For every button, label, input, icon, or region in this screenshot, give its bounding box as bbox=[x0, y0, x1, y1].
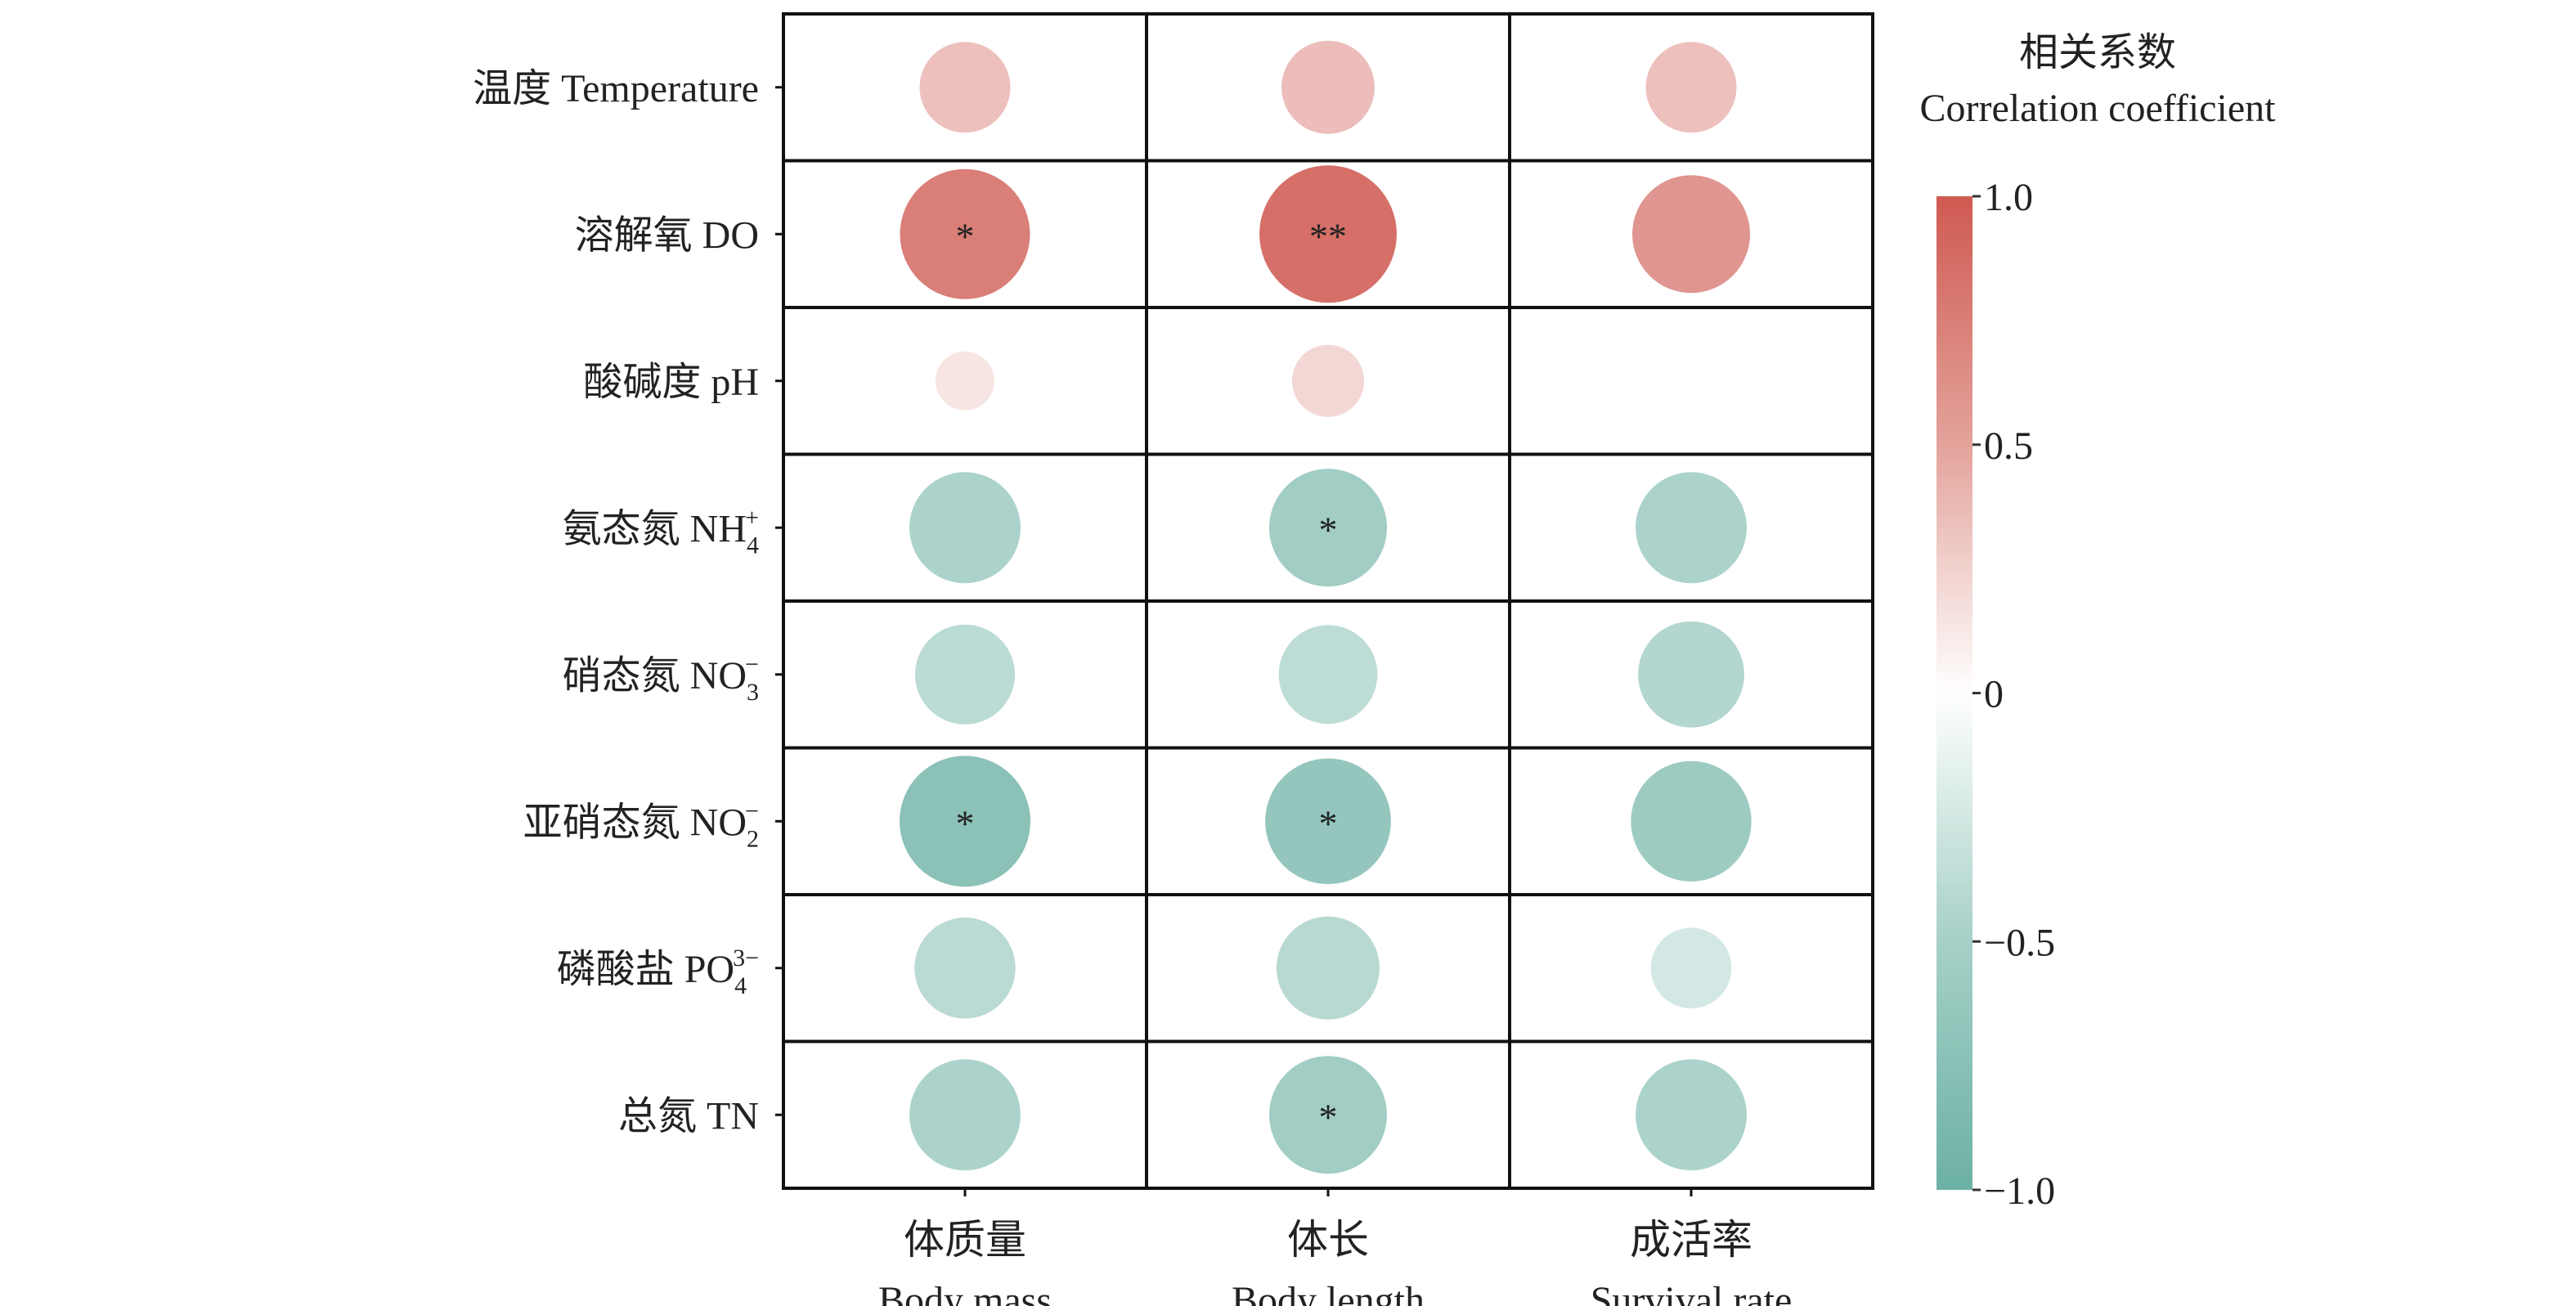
row-label-subscript: 2 bbox=[747, 825, 759, 852]
row-label-text: 溶解氧 DO bbox=[575, 213, 759, 257]
column-label-en: Body length bbox=[1232, 1279, 1425, 1306]
row-label-text: 氨态氮 NH bbox=[563, 507, 747, 550]
significance-star: * bbox=[956, 802, 975, 844]
correlation-bubble bbox=[914, 918, 1016, 1019]
correlation-bubble bbox=[1281, 40, 1375, 134]
colorbar-gradient bbox=[1936, 196, 1972, 1190]
row-label-superscript: 3− bbox=[733, 945, 759, 972]
row-label-superscript: − bbox=[745, 797, 759, 824]
correlation-bubble bbox=[1269, 1056, 1387, 1174]
row-label-subscript: 3 bbox=[747, 679, 759, 706]
column-label-zh: 成活率 bbox=[1630, 1217, 1752, 1263]
colorbar: 1.0 0.5 0 −0.5 −1.0 相关系数 Correlation coeffic… bbox=[1920, 31, 2277, 1213]
row-label-subscript: 4 bbox=[734, 972, 747, 999]
correlation-bubble bbox=[1650, 927, 1732, 1009]
correlation-bubble bbox=[909, 1059, 1021, 1171]
row-label: 氨态氮 NH4+ bbox=[563, 504, 759, 559]
row-label-text: 酸碱度 pH bbox=[583, 361, 759, 404]
correlation-bubble bbox=[1278, 625, 1378, 725]
row-label: 温度 Temperature bbox=[473, 67, 759, 110]
row-label: 溶解氧 DO bbox=[575, 213, 759, 257]
correlation-bubble bbox=[1636, 472, 1747, 584]
significance-star: * bbox=[1319, 1096, 1338, 1138]
row-label: 亚硝态氮 NO2− bbox=[523, 797, 759, 852]
significance-star: * bbox=[1319, 509, 1338, 550]
correlation-bubbles bbox=[900, 40, 1752, 1174]
column-label-zh: 体质量 bbox=[904, 1217, 1026, 1263]
colorbar-tick-label: 0 bbox=[1984, 673, 2004, 716]
column-label-en: Survival rate bbox=[1591, 1279, 1793, 1306]
significance-star: * bbox=[1319, 802, 1338, 844]
row-label-subscript: 4 bbox=[747, 532, 759, 559]
column-labels: 体质量 Body mass 体长 Body length 成活率 Survival rat… bbox=[878, 1188, 1792, 1306]
significance-star: ** bbox=[1309, 215, 1347, 257]
correlation-bubble bbox=[1265, 758, 1391, 885]
correlation-bubble bbox=[936, 351, 994, 411]
row-label-superscript: − bbox=[745, 651, 759, 678]
row-label: 酸碱度 pH bbox=[583, 361, 759, 404]
colorbar-tick-label: −0.5 bbox=[1984, 921, 2055, 964]
correlation-bubble bbox=[1269, 469, 1387, 587]
colorbar-tick-label: 0.5 bbox=[1984, 424, 2033, 468]
correlation-bubble bbox=[909, 472, 1021, 584]
row-label: 磷酸盐 PO43− bbox=[557, 945, 759, 999]
correlation-bubble bbox=[1277, 916, 1380, 1020]
colorbar-title-zh: 相关系数 bbox=[2019, 31, 2176, 74]
row-label-text: 亚硝态氮 NO bbox=[523, 801, 747, 844]
correlation-bubble bbox=[900, 168, 1030, 299]
significance-markers: * **** ** bbox=[956, 215, 1348, 1138]
correlation-bubble bbox=[919, 42, 1011, 133]
colorbar-tick-label: 1.0 bbox=[1984, 176, 2033, 219]
row-label-superscript: + bbox=[745, 504, 759, 531]
row-label-text: 硝态氮 NO bbox=[563, 654, 747, 698]
significance-star: * bbox=[956, 215, 975, 257]
colorbar-tick-label: −1.0 bbox=[1984, 1169, 2055, 1213]
correlation-bubble bbox=[1259, 165, 1397, 303]
row-label: 硝态氮 NO3− bbox=[563, 651, 759, 706]
correlation-bubble bbox=[914, 624, 1016, 725]
colorbar-ticks: 1.0 0.5 0 −0.5 −1.0 bbox=[1972, 176, 2055, 1213]
correlation-bubble bbox=[1291, 344, 1365, 417]
correlation-bubble bbox=[1645, 42, 1737, 133]
correlation-bubble bbox=[900, 756, 1030, 887]
correlation-bubble bbox=[1632, 175, 1750, 294]
matrix-cell bbox=[1508, 306, 1874, 456]
row-label-text: 磷酸盐 PO bbox=[557, 948, 734, 991]
matrix-cell bbox=[1145, 306, 1511, 456]
row-label-text: 温度 Temperature bbox=[473, 67, 759, 110]
correlation-bubble bbox=[1638, 621, 1744, 728]
correlation-bubble bbox=[1631, 761, 1752, 882]
row-label: 总氮 TN bbox=[618, 1094, 759, 1138]
column-label-en: Body mass bbox=[878, 1279, 1052, 1306]
colorbar-title-en: Correlation coefficient bbox=[1920, 87, 2277, 130]
row-label-text: 总氮 TN bbox=[618, 1094, 759, 1138]
column-label-zh: 体长 bbox=[1287, 1217, 1369, 1263]
correlation-bubble bbox=[1636, 1059, 1747, 1171]
